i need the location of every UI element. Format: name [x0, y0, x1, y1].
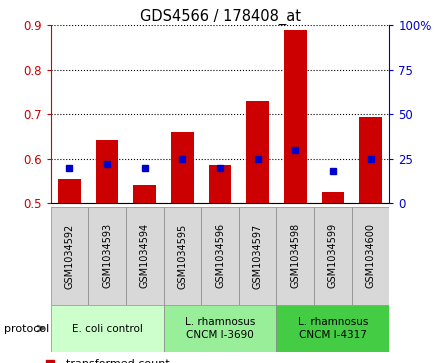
Bar — [133, 185, 156, 203]
Bar — [246, 101, 269, 203]
Bar — [88, 207, 126, 305]
Bar — [352, 207, 389, 305]
Text: E. coli control: E. coli control — [72, 323, 143, 334]
Bar — [164, 305, 276, 352]
Bar — [276, 305, 389, 352]
Bar — [51, 305, 164, 352]
Text: GSM1034600: GSM1034600 — [366, 223, 376, 289]
Text: GDS4566 / 178408_at: GDS4566 / 178408_at — [139, 9, 301, 25]
Text: GSM1034592: GSM1034592 — [64, 223, 74, 289]
Bar — [276, 207, 314, 305]
Bar — [58, 179, 81, 203]
Bar — [284, 30, 307, 203]
Bar — [209, 166, 231, 203]
Text: GSM1034596: GSM1034596 — [215, 223, 225, 289]
Text: transformed count: transformed count — [66, 359, 169, 363]
Text: GSM1034593: GSM1034593 — [102, 223, 112, 289]
Text: GSM1034597: GSM1034597 — [253, 223, 263, 289]
Text: L. rhamnosus
CNCM I-3690: L. rhamnosus CNCM I-3690 — [185, 317, 255, 340]
Bar — [51, 207, 88, 305]
Bar — [314, 207, 352, 305]
Bar — [359, 117, 382, 203]
Text: protocol: protocol — [4, 323, 50, 334]
Bar — [164, 207, 201, 305]
Text: L. rhamnosus
CNCM I-4317: L. rhamnosus CNCM I-4317 — [298, 317, 368, 340]
Bar — [96, 140, 118, 203]
Bar — [126, 207, 164, 305]
Bar — [171, 132, 194, 203]
Text: GSM1034599: GSM1034599 — [328, 223, 338, 289]
Bar — [239, 207, 276, 305]
Text: GSM1034595: GSM1034595 — [177, 223, 187, 289]
Bar — [322, 192, 344, 203]
Bar — [201, 207, 239, 305]
Text: GSM1034598: GSM1034598 — [290, 223, 300, 289]
Text: GSM1034594: GSM1034594 — [140, 223, 150, 289]
